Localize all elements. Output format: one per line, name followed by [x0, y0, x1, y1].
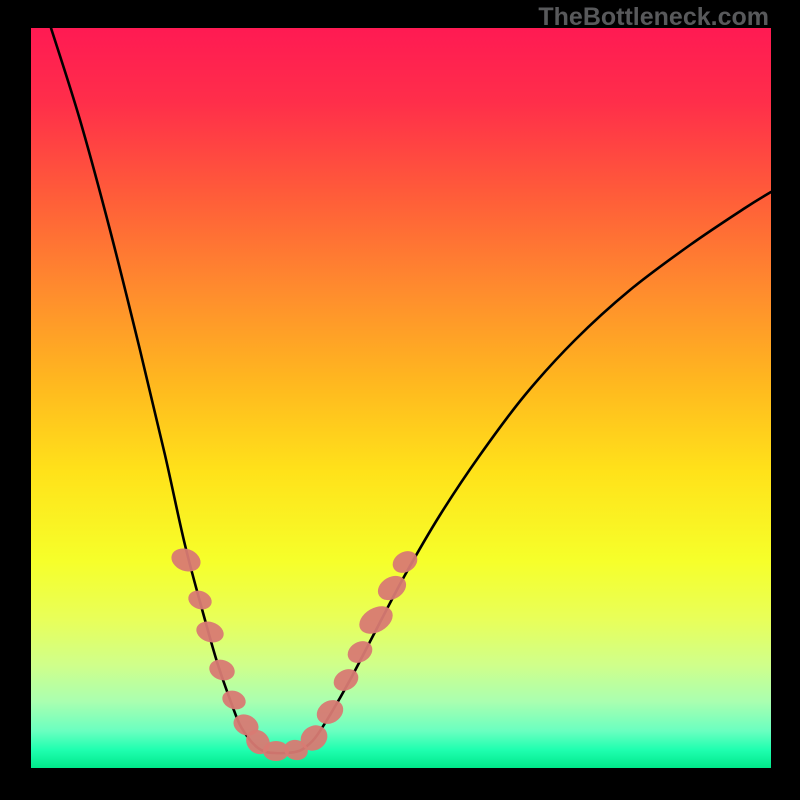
- bottleneck-curve: [51, 28, 771, 753]
- data-point-marker: [330, 665, 363, 695]
- data-point-marker: [220, 687, 249, 712]
- chart-root: TheBottleneck.com: [0, 0, 800, 800]
- data-point-marker: [312, 695, 347, 728]
- data-point-marker: [207, 656, 238, 683]
- data-point-marker: [186, 587, 215, 612]
- curve-layer: [31, 28, 771, 768]
- data-point-marker: [168, 545, 204, 576]
- data-point-marker: [194, 618, 227, 646]
- plot-area: [31, 28, 771, 768]
- data-point-marker: [354, 601, 397, 640]
- watermark-text: TheBottleneck.com: [538, 3, 769, 32]
